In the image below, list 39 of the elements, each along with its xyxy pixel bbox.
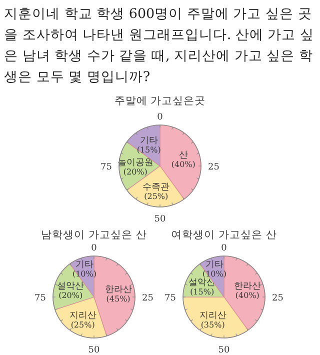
data-label: (25%) [144,192,168,201]
text: 75 [100,162,112,172]
data-label: (20%) [123,168,148,176]
text: 75 [164,294,176,304]
text: 0 [91,244,98,254]
data-label: (15%) [190,287,214,296]
text: 25 [272,294,284,304]
text: 0 [157,112,164,122]
data-label: (25%) [70,320,95,330]
chart-title: 주말에 가고싶은곳 [114,95,206,107]
slice-label: 설악산 [57,281,84,292]
slice-label: 한라산 [234,281,261,292]
text: 75 [34,294,46,304]
data-label: (15%) [136,146,161,155]
slice-label: 지리산 [199,310,226,321]
text: 0 [221,244,228,254]
slice-label: 기타 [140,136,158,146]
slice-label: 한라산 [104,285,132,296]
slice-label: 지리산 [69,310,96,321]
slice-label: 설악산 [188,278,216,288]
text: 지훈이네 학교 학생 600명이 주말에 가고 싶은 곳을 조사하여 나타낸 원그래프입니다. 산에 가고 싶은 남녀 학생 수가 같을 때, 지리산에 가고 싶은 학생은 모두 몇 명입니까? [4,5,316,87]
data-label: (20%) [58,290,83,300]
chart-title: 남학생이 가고싶은 산 [41,229,147,241]
data-label: (40%) [171,160,196,169]
text: 50 [88,346,100,355]
data-label: (40%) [235,290,260,300]
text: 25 [208,162,220,172]
slice-label: 산 [178,150,188,160]
text: 50 [154,214,166,224]
slice-label: 기타 [76,260,94,270]
slice-label: 수족관 [142,182,170,192]
data-label: (10%) [72,269,97,278]
data-label: (35%) [200,320,225,330]
slice-label: 기타 [206,260,224,270]
chart-title: 여학생이 가고싶은 산 [171,229,277,241]
data-label: (45%) [106,294,130,304]
text: 25 [142,294,154,304]
text: 50 [218,346,230,355]
data-label: (10%) [202,269,227,278]
